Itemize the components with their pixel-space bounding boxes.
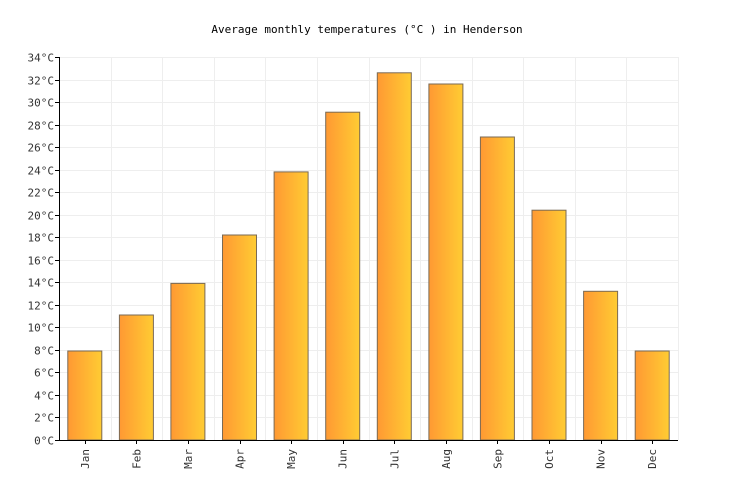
y-tick-label: 30°C xyxy=(28,97,55,110)
x-tick-label: Dec xyxy=(646,449,659,469)
x-tick-label: May xyxy=(285,449,298,469)
bar-feb xyxy=(118,314,154,441)
x-tick-label: Apr xyxy=(234,449,247,469)
bar-aug xyxy=(428,83,464,441)
x-tick-label: Oct xyxy=(543,449,556,469)
y-tick-label: 12°C xyxy=(28,300,55,313)
y-tick-label: 18°C xyxy=(28,232,55,245)
y-tick-label: 20°C xyxy=(28,210,55,223)
x-tick-label: Nov xyxy=(595,449,608,469)
bar-nov xyxy=(583,290,619,441)
y-tick-label: 14°C xyxy=(28,277,55,290)
bar-jan xyxy=(67,350,103,441)
x-tick-label: Sep xyxy=(492,449,505,469)
x-tick-label: Jun xyxy=(337,449,350,469)
y-tick-label: 32°C xyxy=(28,75,55,88)
y-tick-label: 34°C xyxy=(28,52,55,65)
x-tick-label: Feb xyxy=(130,449,143,469)
y-tick-label: 8°C xyxy=(34,345,54,358)
y-axis-ticks: 0°C 2°C 4°C 6°C 8°C 10°C 12°C 14°C 16°C 18°C 20°C 2… xyxy=(28,52,59,448)
x-tick-label: Jul xyxy=(388,449,401,469)
x-tick-label: Jan xyxy=(79,449,92,469)
bar-apr xyxy=(222,234,257,441)
bar-jun xyxy=(325,111,361,441)
y-tick-label: 16°C xyxy=(28,255,55,268)
bar-dec xyxy=(634,350,670,441)
chart-title: Average monthly temperatures (°C ) in He… xyxy=(211,23,522,36)
y-tick-label: 6°C xyxy=(34,367,54,380)
grid-lines xyxy=(59,57,679,440)
axes xyxy=(59,57,678,441)
x-tick-label: Mar xyxy=(182,449,195,469)
bar-jul xyxy=(376,72,412,441)
y-tick-label: 10°C xyxy=(28,322,55,335)
bar-may xyxy=(273,171,309,441)
y-tick-label: 0°C xyxy=(34,435,54,448)
x-axis-ticks: Jan Feb Mar Apr May Jun Jul Aug Sep Oct Nov Dec xyxy=(79,440,659,469)
y-tick-label: 2°C xyxy=(34,412,54,425)
bar-sep xyxy=(479,136,515,441)
y-tick-label: 4°C xyxy=(34,390,54,403)
x-tick-label: Aug xyxy=(440,449,453,469)
y-tick-label: 24°C xyxy=(28,165,55,178)
bars xyxy=(67,72,670,441)
bar-mar xyxy=(170,282,206,441)
y-tick-label: 26°C xyxy=(28,142,55,155)
bar-oct xyxy=(531,209,567,441)
y-tick-label: 28°C xyxy=(28,120,55,133)
y-tick-label: 22°C xyxy=(28,187,55,200)
